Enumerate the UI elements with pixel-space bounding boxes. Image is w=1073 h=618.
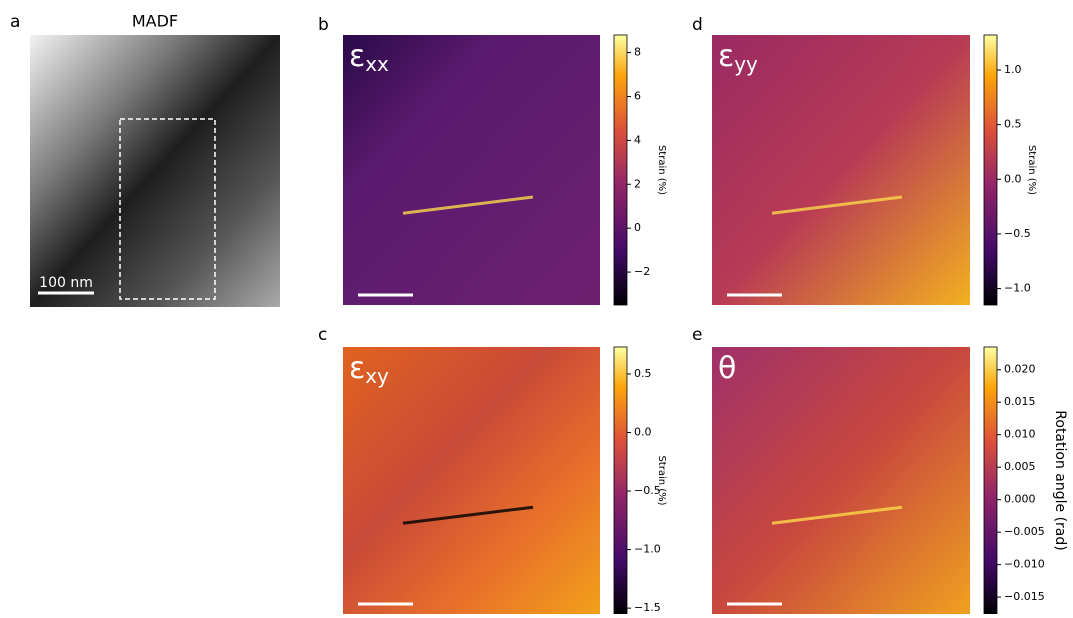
colorbar-tick-label: 0.010 — [1004, 428, 1036, 441]
map-image — [712, 35, 970, 305]
colorbar-tick-label: 0.000 — [1004, 493, 1036, 506]
colorbar-tick-label: −0.015 — [1004, 590, 1045, 603]
component-symbol: εxy — [349, 351, 389, 388]
colorbar-tick-label: 1.0 — [1004, 63, 1022, 76]
symbol: ε — [349, 39, 365, 74]
colorbar-label: Strain (%) — [1026, 145, 1037, 195]
selection-box — [119, 118, 216, 300]
colorbar-tick-label: −0.5 — [634, 484, 661, 497]
colorbar — [983, 34, 998, 306]
colorbar-tick-label: −2 — [634, 265, 650, 278]
colorbar-tick-label: 2 — [634, 177, 641, 190]
colorbar-tick-label: 0.005 — [1004, 460, 1036, 473]
colorbar-tick-label: −0.5 — [1004, 227, 1031, 240]
colorbar-label: Strain (%) — [656, 455, 667, 505]
crack-feature — [402, 505, 534, 525]
colorbar-tick-label: 0.015 — [1004, 395, 1036, 408]
colorbar-tick-label: −1.5 — [634, 601, 661, 614]
map-image — [343, 35, 600, 305]
panel-title: MADF — [132, 12, 178, 31]
component-symbol: εyy — [718, 39, 758, 76]
crack-feature — [771, 505, 903, 525]
colorbar-tick-label: −0.005 — [1004, 525, 1045, 538]
crack-feature — [402, 195, 534, 215]
panel-label: a — [10, 12, 20, 32]
colorbar — [613, 34, 628, 306]
symbol: ε — [718, 39, 734, 74]
crack-feature — [771, 195, 903, 215]
colorbar-tick-label: −1.0 — [1004, 282, 1031, 295]
scale-bar-label: 100 nm — [39, 275, 93, 291]
symbol: θ — [718, 351, 736, 386]
colorbar-tick-label: 0.0 — [1004, 172, 1022, 185]
colorbar-tick-label: −0.010 — [1004, 558, 1045, 571]
map-image — [30, 35, 280, 307]
map-image — [343, 347, 600, 614]
subscript: yy — [734, 52, 758, 76]
colorbar-label: Rotation angle (rad) — [1052, 410, 1068, 550]
colorbar-tick-label: 4 — [634, 133, 641, 146]
subscript: xy — [365, 364, 389, 388]
map-image — [712, 347, 970, 614]
colorbar-tick-label: 0.5 — [634, 367, 652, 380]
colorbar-tick-label: 0.5 — [1004, 118, 1022, 131]
colorbar — [613, 346, 628, 615]
component-symbol: εxx — [349, 39, 389, 76]
panel-label: e — [692, 325, 702, 345]
component-symbol: θ — [718, 351, 736, 386]
colorbar-tick-label: 8 — [634, 46, 641, 59]
colorbar-label: Strain (%) — [656, 145, 667, 195]
colorbar — [983, 346, 998, 615]
colorbar-tick-label: 0.0 — [634, 425, 652, 438]
panel-label: c — [318, 325, 327, 345]
panel-label: b — [318, 15, 329, 35]
colorbar-tick-label: 0.020 — [1004, 363, 1036, 376]
colorbar-tick-label: 6 — [634, 89, 641, 102]
symbol: ε — [349, 351, 365, 386]
subscript: xx — [365, 52, 389, 76]
colorbar-tick-label: −1.0 — [634, 543, 661, 556]
panel-label: d — [692, 15, 703, 35]
colorbar-tick-label: 0 — [634, 221, 641, 234]
